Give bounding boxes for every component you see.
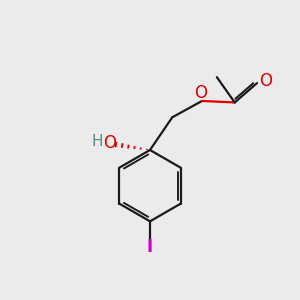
Text: I: I <box>147 238 153 256</box>
Text: H: H <box>92 134 103 149</box>
Text: O: O <box>194 84 207 102</box>
Text: O: O <box>103 134 116 152</box>
Text: O: O <box>259 72 272 90</box>
